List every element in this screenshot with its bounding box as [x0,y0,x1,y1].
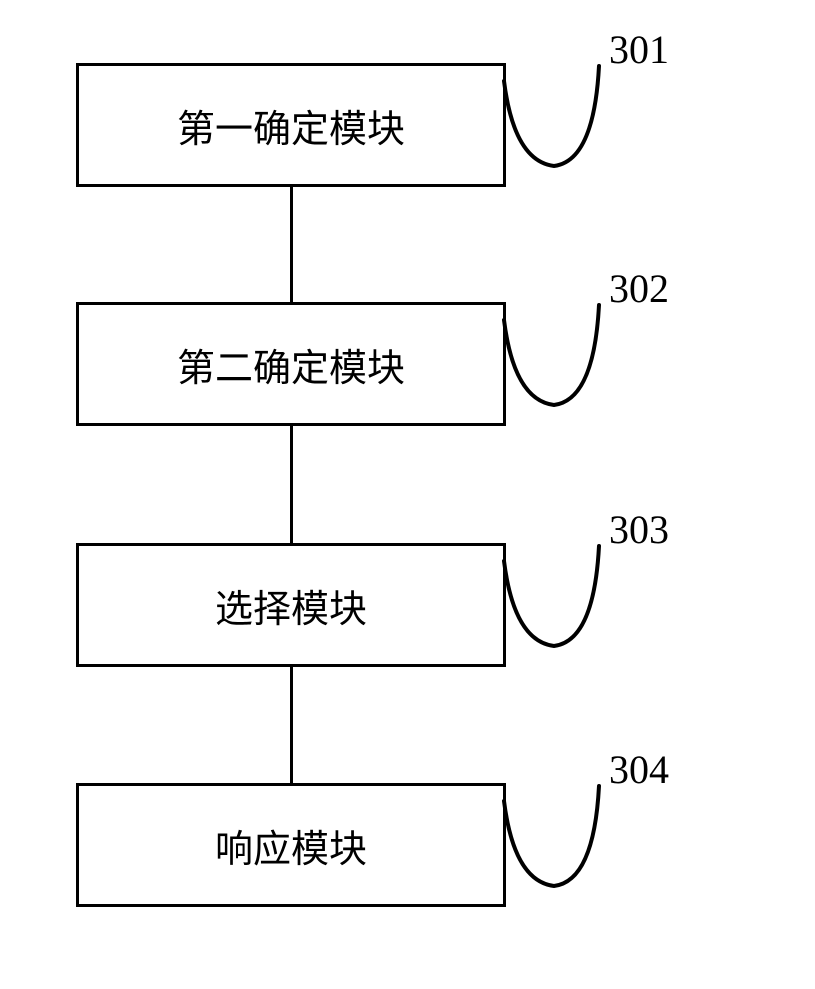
edge-n1-n2 [290,187,293,302]
edge-n2-n3 [290,426,293,543]
diagram-canvas: 第一确定模块301第二确定模块302选择模块303响应模块304 [0,0,815,989]
callout-n4 [0,0,815,989]
callout-label-n4: 304 [609,746,669,793]
edge-n3-n4 [290,667,293,783]
